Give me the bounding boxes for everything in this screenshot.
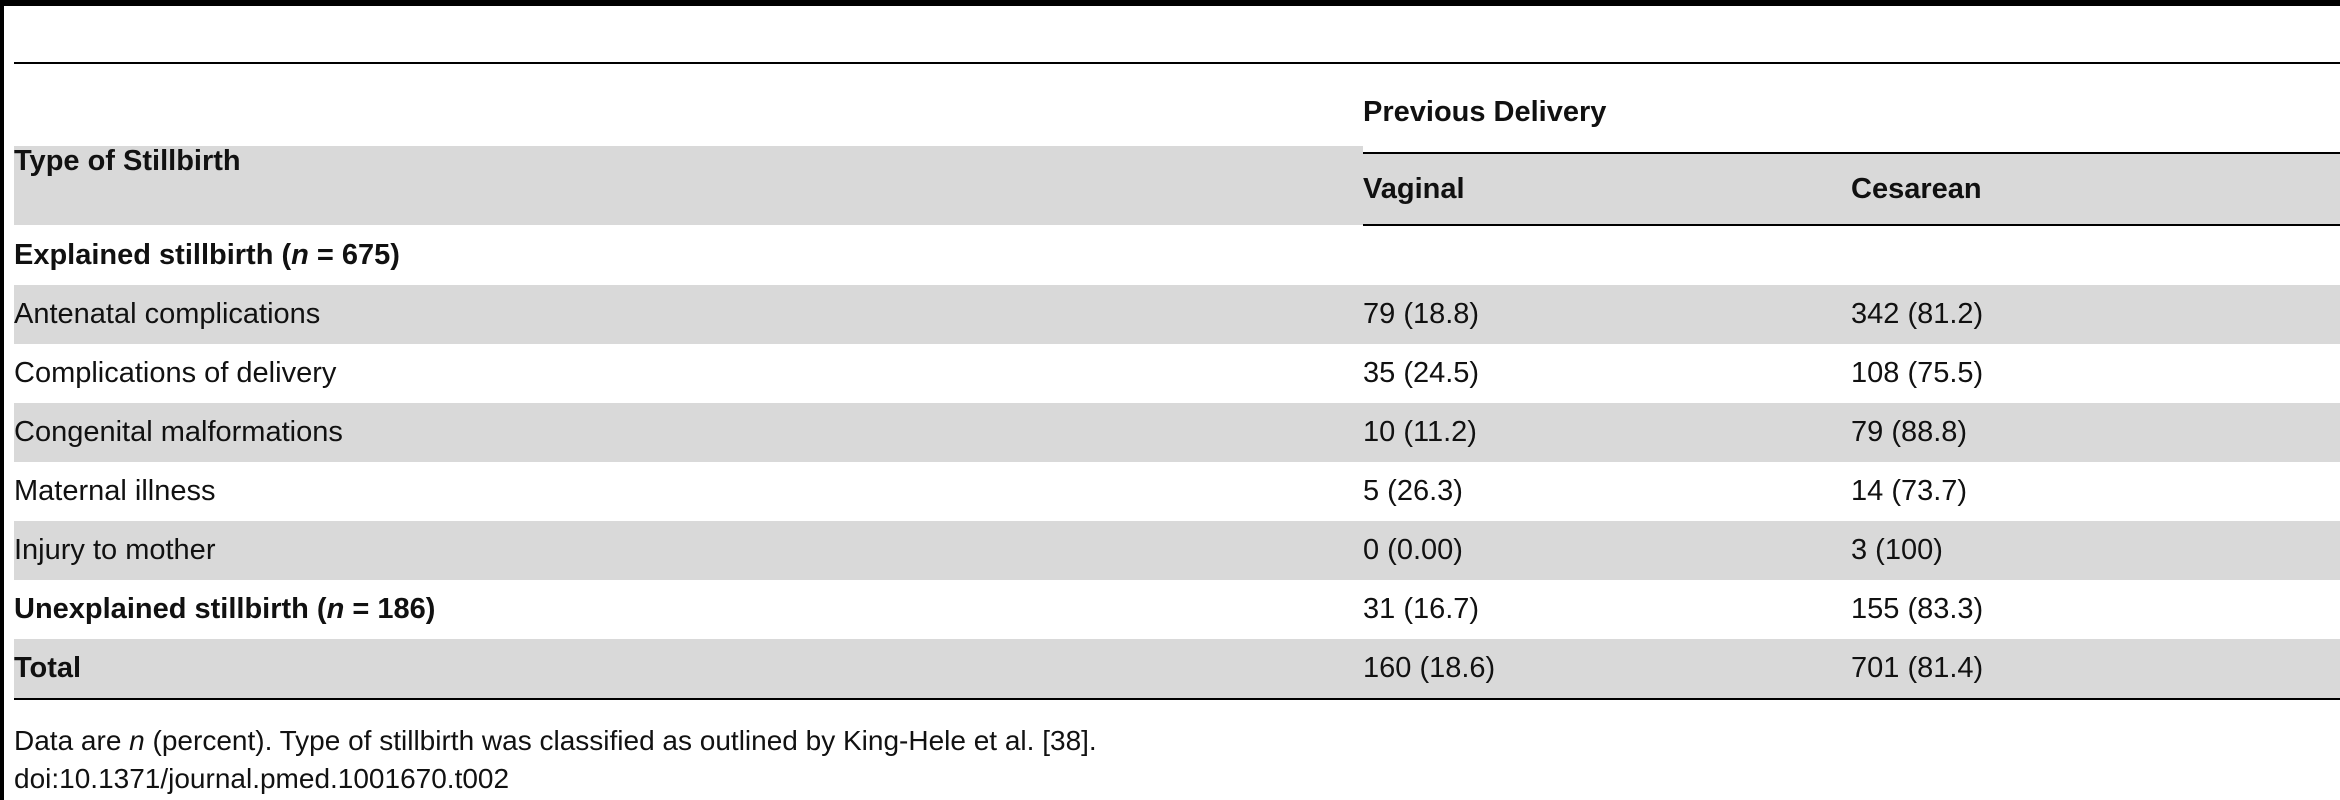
table-row: Antenatal complications 79 (18.8) 342 (8… [14,285,2340,344]
table-row: Complications of delivery 35 (24.5) 108 … [14,344,2340,403]
row-label: Congenital malformations [14,403,1363,462]
row-vaginal: 35 (24.5) [1363,357,1480,389]
table-row: Maternal illness 5 (26.3) 14 (73.7) [14,462,2340,521]
total-cesarean: 701 (81.4) [1851,639,2340,700]
type-of-stillbirth-header: Type of Stillbirth [14,62,1363,225]
total-label: Total [14,639,1363,700]
explained-prefix: Explained stillbirth ( [14,238,292,271]
stillbirth-table-container: Type of Stillbirth Previous Delivery Vag… [14,62,2340,700]
left-rule [0,0,4,800]
previous-delivery-header: Previous Delivery [1363,62,2340,154]
explained-vaginal-empty [1363,225,1851,285]
row-label: Maternal illness [14,475,216,507]
row-cesarean: 342 (81.2) [1851,285,2340,344]
explained-cesarean-empty [1851,225,2340,285]
total-vaginal: 160 (18.6) [1363,639,1851,700]
unexplained-prefix: Unexplained stillbirth ( [14,593,327,625]
unexplained-n-value: = 186) [344,593,436,625]
cesarean-header: Cesarean [1851,153,2340,226]
explained-n-value: = 675) [308,238,400,271]
unexplained-cesarean: 155 (83.3) [1851,593,1984,625]
doi-text: doi:10.1371/journal.pmed.1001670.t002 [14,763,510,794]
table-row: Injury to mother 0 (0.00) 3 (100) [14,521,2340,580]
row-vaginal: 10 (11.2) [1363,403,1851,462]
row-label: Complications of delivery [14,357,337,389]
footnote-text: Data are n (percent). Type of stillbirth… [14,722,1097,760]
header-row-2: Vaginal Cesarean [14,153,2340,226]
row-cesarean: 108 (75.5) [1851,357,1984,389]
row-cesarean: 79 (88.8) [1851,403,2340,462]
footnote-prefix: Data are [14,725,130,756]
unexplained-n-var: n [326,593,345,625]
row-label: Antenatal complications [14,285,1363,344]
row-cesarean: 14 (73.7) [1851,475,1968,507]
header-row-1: Type of Stillbirth Previous Delivery [14,62,2340,225]
row-label: Injury to mother [14,521,1363,580]
row-vaginal: 5 (26.3) [1363,475,1463,507]
row-cesarean: 3 (100) [1851,521,2340,580]
table-footnote: Data are n (percent). Type of stillbirth… [14,722,1097,798]
vaginal-header: Vaginal [1363,153,1851,226]
explained-n-var: n [291,238,309,271]
section-row-explained: Explained stillbirth (n = 675) [14,225,2340,285]
row-vaginal: 0 (0.00) [1363,521,1851,580]
unexplained-label: Unexplained stillbirth (n = 186) [14,580,1363,639]
footnote-suffix: (percent). Type of stillbirth was classi… [144,725,1097,756]
unexplained-row: Unexplained stillbirth (n = 186) 31 (16.… [14,580,2340,639]
footnote-n-var: n [129,725,145,756]
top-rule [0,0,2340,6]
table-row: Congenital malformations 10 (11.2) 79 (8… [14,403,2340,462]
total-row: Total 160 (18.6) 701 (81.4) [14,639,2340,700]
unexplained-vaginal: 31 (16.7) [1363,593,1480,625]
stillbirth-table: Type of Stillbirth Previous Delivery Vag… [14,62,2340,700]
row-vaginal: 79 (18.8) [1363,285,1851,344]
explained-section-label: Explained stillbirth (n = 675) [14,225,1363,285]
